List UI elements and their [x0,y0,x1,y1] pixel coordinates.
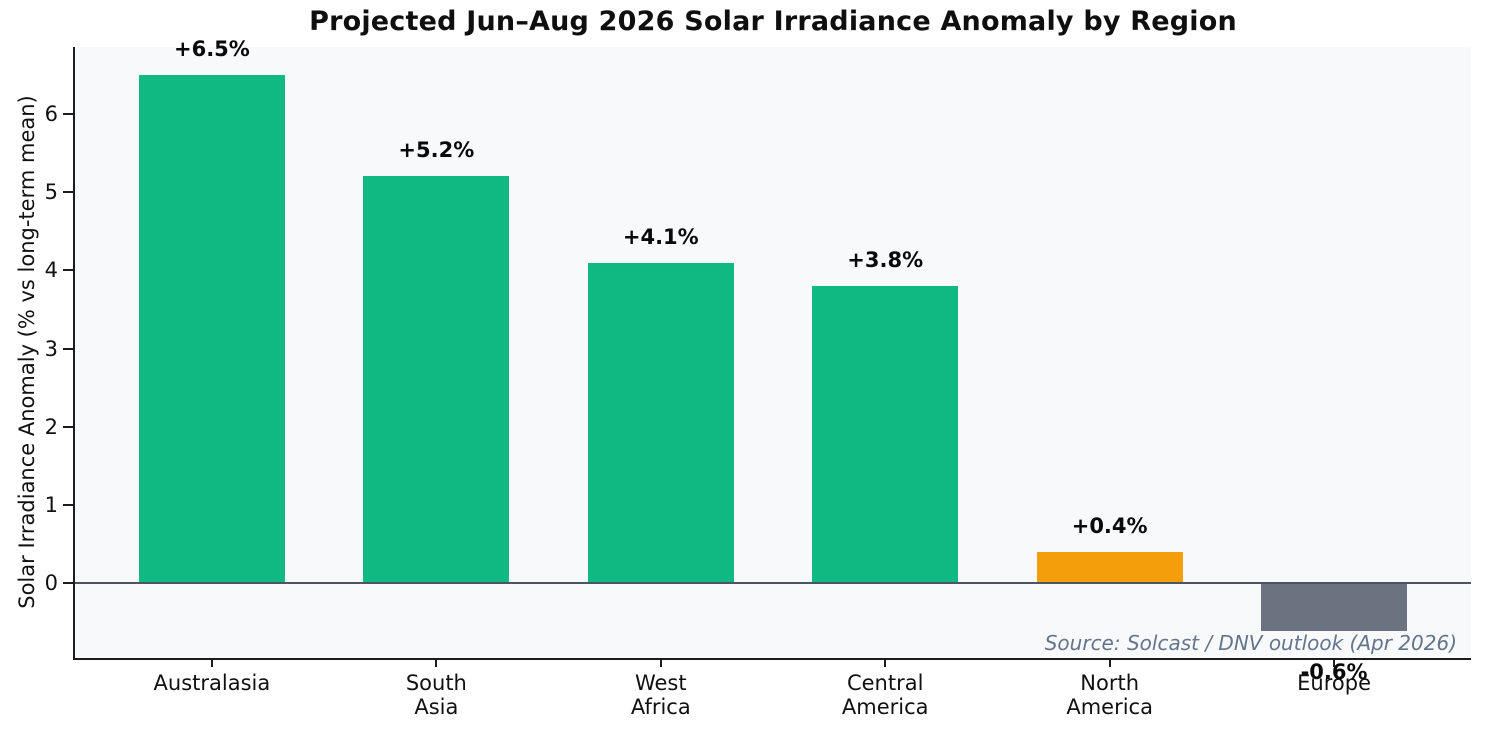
bar-value-label-south-asia: +5.2% [398,138,475,163]
y-tick-label-6: 6 [44,101,58,126]
bar-europe [1261,584,1408,632]
y-tick-mark-1 [63,504,73,507]
bar-value-label-central-america: +3.8% [847,248,924,273]
plot-area: Source: Solcast / DNV outlook (Apr 2026)… [45,37,1471,719]
x-tick-mark-europe [1333,658,1336,667]
y-tick-mark-5 [63,191,73,194]
x-tick-label-west-africa: West Africa [630,671,691,719]
x-tick-label-australasia: Australasia [153,671,271,695]
bar-central-america [812,286,959,584]
y-tick-mark-2 [63,425,73,428]
x-tick-mark-central-america [884,658,887,667]
zero-line [75,582,1471,585]
bar-north-america [1036,551,1183,584]
x-tick-label-europe: Europe [1297,671,1372,695]
x-tick-mark-australasia [210,658,213,667]
bar-value-label-north-america: +0.4% [1071,514,1148,538]
y-tick-mark-4 [63,269,73,272]
bar-south-asia [363,176,510,584]
x-tick-label-north-america: North America [1066,671,1153,719]
y-tick-label-2: 2 [44,414,58,439]
source-note: Source: Solcast / DNV outlook (Apr 2026) [1044,631,1457,655]
x-tick-label-central-america: Central America [841,671,929,719]
chart-title: Projected Jun–Aug 2026 Solar Irradiance … [309,6,1237,37]
x-tick-mark-west-africa [659,658,662,667]
bar-value-label-australasia: +6.5% [173,36,250,61]
bar-australasia [138,74,285,584]
y-tick-label-0: 0 [44,571,58,596]
y-tick-mark-0 [63,582,73,585]
y-tick-label-3: 3 [44,336,58,361]
bar-value-label-west-africa: +4.1% [622,224,699,249]
bar-west-africa [587,262,734,584]
x-tick-mark-north-america [1108,658,1111,667]
y-tick-label-5: 5 [44,180,58,205]
y-tick-label-1: 1 [44,493,58,518]
y-tick-label-4: 4 [44,258,58,283]
x-tick-mark-south-asia [435,658,438,667]
bar-value-label-europe: -0.6% [1300,660,1368,685]
y-tick-mark-3 [63,347,73,350]
y-tick-mark-6 [63,112,73,115]
x-tick-label-south-asia: South Asia [405,671,467,719]
